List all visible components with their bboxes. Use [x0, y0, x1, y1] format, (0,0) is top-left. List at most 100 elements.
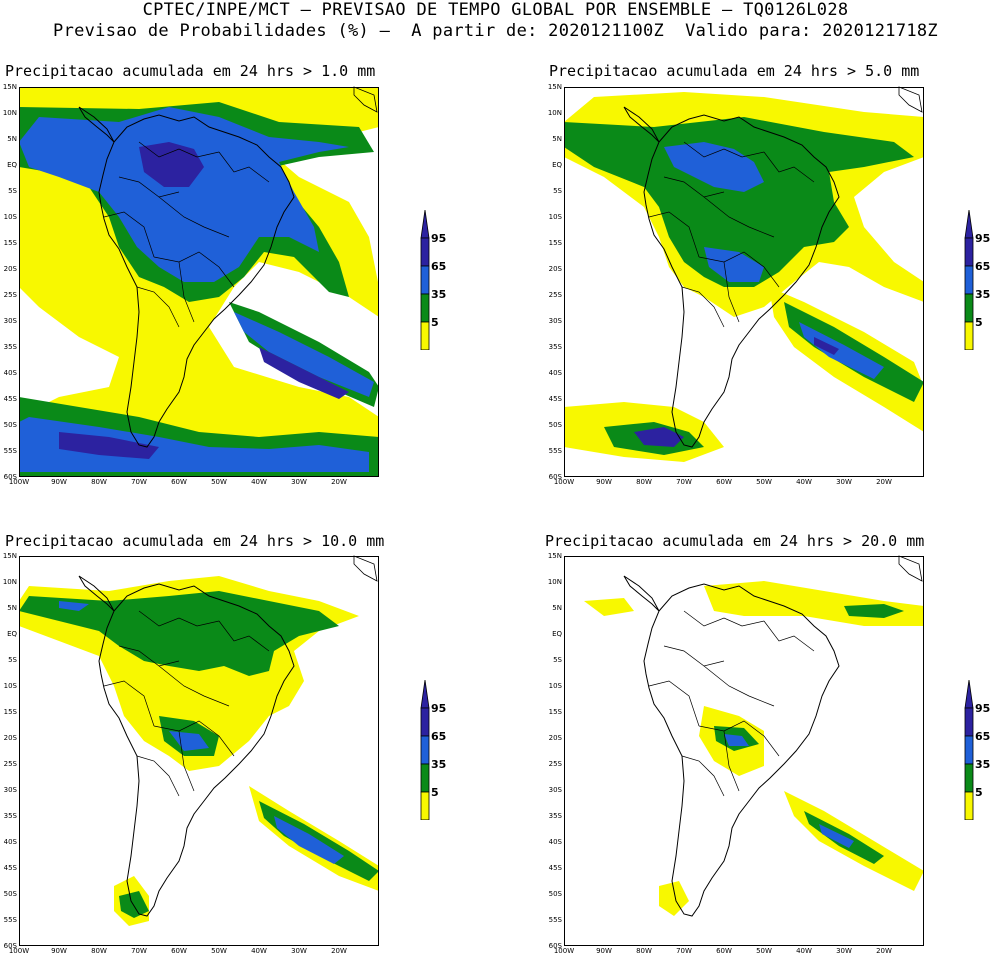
colorbar-panel-3 — [420, 680, 430, 820]
figure-title-line2: Previsao de Probabilidades (%) — A parti… — [53, 21, 938, 41]
lat-tick-label: 50S — [3, 890, 17, 898]
lat-tick-label: 50S — [548, 421, 562, 429]
map-frame — [564, 556, 924, 946]
country-border — [153, 720, 235, 757]
lon-tick-label: 40W — [796, 478, 812, 486]
lat-tick-label: 45S — [3, 395, 17, 403]
colorbar-segment-lvl65 — [420, 735, 430, 765]
lat-tick-label: 25S — [3, 760, 17, 768]
map-frame — [19, 556, 379, 946]
colorbar-segment-lvl35 — [964, 293, 974, 323]
lat-tick-label: 5S — [8, 187, 17, 195]
colorbar-segment-lvl35 — [420, 293, 430, 323]
lon-tick-label: 30W — [836, 478, 852, 486]
colorbar-panel-1 — [420, 210, 430, 350]
country-border — [648, 211, 700, 258]
colorbar-label: 35 — [975, 758, 991, 771]
colorbar-label: 35 — [975, 288, 991, 301]
lon-tick-label: 100W — [553, 947, 575, 955]
lon-tick-label: 70W — [676, 478, 692, 486]
central-america-coastline — [78, 106, 115, 143]
country-border — [703, 196, 775, 238]
colorbar-label: 35 — [431, 288, 447, 301]
lat-tick-label: 10S — [3, 682, 17, 690]
lon-tick-label: 40W — [251, 478, 267, 486]
lon-tick-label: 40W — [796, 947, 812, 955]
country-border — [663, 645, 725, 667]
lat-tick-label: 20S — [548, 265, 562, 273]
probability-area-lvl65 — [274, 816, 344, 864]
probability-area-lvl95 — [59, 432, 159, 459]
panel-4-map — [564, 555, 924, 946]
probability-area-lvl65 — [704, 247, 764, 282]
country-border — [138, 141, 220, 158]
colorbar-label: 35 — [431, 758, 447, 771]
lat-tick-label: 40S — [3, 369, 17, 377]
colorbar-label: 95 — [975, 232, 991, 245]
lat-tick-label: 25S — [548, 760, 562, 768]
lat-tick-label: 35S — [548, 343, 562, 351]
colorbar-segment-lvl95 — [964, 707, 974, 737]
colorbar-label: 5 — [975, 316, 983, 329]
lat-tick-label: 5S — [553, 187, 562, 195]
lon-tick-label: 30W — [291, 478, 307, 486]
country-border — [698, 251, 780, 288]
lon-tick-label: 80W — [91, 947, 107, 955]
panel-2-map — [564, 86, 924, 477]
africa-coastline — [898, 555, 923, 582]
lat-tick-label: 30S — [548, 786, 562, 794]
lat-tick-label: 10N — [547, 578, 562, 586]
country-border — [218, 151, 270, 183]
lat-tick-label: 15N — [547, 552, 562, 560]
country-border — [663, 176, 725, 198]
country-border — [118, 176, 180, 198]
africa-coastline — [898, 86, 923, 113]
lat-tick-label: EQ — [7, 630, 17, 638]
lat-tick-label: 5N — [7, 604, 17, 612]
probability-area-lvl65 — [799, 322, 884, 379]
panel-4-title: Precipitacao acumulada em 24 hrs > 20.0 … — [545, 532, 925, 550]
central-america-coastline — [78, 575, 115, 612]
lat-tick-label: EQ — [552, 161, 562, 169]
lat-tick-label: 10N — [2, 109, 17, 117]
south-america-coastline — [643, 583, 840, 917]
lon-tick-label: 70W — [676, 947, 692, 955]
probability-area-lvl65 — [819, 824, 854, 848]
lat-tick-label: 40S — [3, 838, 17, 846]
colorbar-panel-4 — [964, 680, 974, 820]
lat-tick-label: EQ — [552, 630, 562, 638]
colorbar-segment-lvl5 — [964, 321, 974, 350]
lon-tick-label: 100W — [8, 947, 30, 955]
central-america-coastline — [623, 575, 660, 612]
lat-tick-label: 10S — [3, 213, 17, 221]
country-border — [683, 610, 765, 627]
panel-1-title: Precipitacao acumulada em 24 hrs > 1.0 m… — [5, 62, 376, 80]
country-border — [698, 720, 780, 757]
lat-tick-label: 15S — [3, 239, 17, 247]
colorbar-segment-lvl35 — [420, 763, 430, 793]
lon-tick-label: 60W — [716, 478, 732, 486]
colorbar-label: 65 — [975, 260, 991, 273]
lat-tick-label: 45S — [3, 864, 17, 872]
lon-tick-label: 30W — [291, 947, 307, 955]
lon-tick-label: 40W — [251, 947, 267, 955]
africa-coastline — [353, 555, 378, 582]
colorbar-label: 5 — [975, 786, 983, 799]
colorbar-segment-lvl5 — [420, 321, 430, 350]
lon-tick-label: 20W — [876, 947, 892, 955]
lon-tick-label: 90W — [596, 947, 612, 955]
lon-tick-label: 80W — [636, 478, 652, 486]
colorbar-label: 95 — [431, 232, 447, 245]
lon-tick-label: 90W — [51, 478, 67, 486]
lon-tick-label: 20W — [331, 478, 347, 486]
country-border — [158, 196, 230, 238]
lat-tick-label: 35S — [3, 343, 17, 351]
lat-tick-label: 20S — [548, 734, 562, 742]
lon-tick-label: 20W — [876, 478, 892, 486]
colorbar-segment-lvl35 — [964, 763, 974, 793]
lat-tick-label: 40S — [548, 838, 562, 846]
country-border — [103, 211, 155, 258]
country-border — [648, 680, 700, 727]
colorbar-segment-lvl5 — [420, 791, 430, 820]
lon-tick-label: 50W — [211, 947, 227, 955]
